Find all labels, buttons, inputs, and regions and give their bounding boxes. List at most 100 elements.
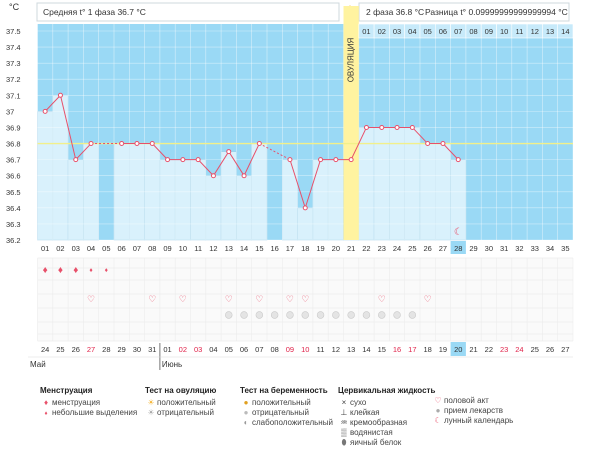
calendar-date-label: 15 — [378, 345, 386, 354]
calendar-date-label: 21 — [469, 345, 477, 354]
phase1-box — [36, 2, 340, 22]
heart-icon: ♡ — [434, 396, 442, 405]
legend-item: лунный календарь — [444, 416, 514, 425]
y-unit: °C — [9, 2, 20, 12]
y-tick-label: 37.1 — [6, 91, 21, 100]
cycle-day-label: 13 — [225, 244, 233, 253]
temperature-point — [57, 92, 63, 98]
temperature-point — [226, 149, 232, 155]
cycle-day-label: 12 — [209, 244, 217, 253]
phase2-day-label: 05 — [423, 27, 431, 36]
calendar-date-label: 06 — [240, 345, 248, 354]
temperature-point — [134, 141, 140, 147]
temperature-point — [333, 157, 339, 163]
egg-white-icon: ⬮ — [341, 438, 347, 447]
cycle-day-label: 15 — [255, 244, 263, 253]
month-label: Июнь — [162, 360, 182, 369]
legend-title: Менструация — [40, 386, 93, 395]
creamy-icon: ♒ — [340, 418, 348, 427]
cycle-day-label: 10 — [179, 244, 187, 253]
calendar-date-label: 03 — [194, 345, 202, 354]
temperature-bar — [220, 151, 237, 241]
temperature-bar — [282, 159, 298, 241]
calendar-date-label: 27 — [87, 345, 95, 354]
legend-item: прием лекарств — [444, 406, 504, 415]
temperature-point — [318, 157, 324, 163]
intercourse-heart-icon: ♡ — [87, 294, 95, 304]
phase2-day-label: 02 — [378, 27, 386, 36]
calendar-date-label: 26 — [546, 345, 554, 354]
phase2-day-label: 13 — [546, 27, 554, 36]
medication-pill-icon — [347, 311, 355, 319]
y-tick-label: 36.8 — [6, 140, 21, 149]
cycle-day-label: 24 — [393, 244, 401, 253]
medication-pill-icon — [270, 311, 279, 319]
intercourse-heart-icon: ♡ — [378, 294, 386, 304]
y-tick-label: 36.7 — [6, 156, 21, 165]
calendar-date-label: 18 — [423, 345, 431, 354]
legend-item: водянистая — [350, 428, 393, 437]
phase2-day-label: 01 — [362, 27, 370, 36]
temperature-gap-line — [259, 143, 291, 161]
y-tick-label: 36.6 — [6, 172, 21, 181]
cycle-day-label: 08 — [148, 244, 156, 253]
y-tick-label: 36.5 — [6, 188, 21, 197]
y-tick-label: 36.3 — [6, 220, 21, 229]
medication-pill-icon — [393, 311, 401, 319]
temperature-bar — [404, 127, 421, 241]
temperature-point — [42, 108, 48, 114]
cycle-day-label: 34 — [546, 244, 554, 253]
temperature-bar — [159, 159, 176, 241]
temperature-point — [241, 173, 247, 179]
y-tick-label: 37.2 — [6, 75, 21, 84]
cycle-day-label: 04 — [87, 244, 95, 253]
calendar-date-label: 02 — [179, 345, 187, 354]
calendar-date-label: 27 — [561, 345, 569, 354]
spotting-drop-icon: ♦ — [89, 267, 93, 274]
menstruation-drop-icon: ♦ — [58, 265, 63, 276]
phase2-day-label: 12 — [531, 27, 539, 36]
temperature-point — [149, 141, 155, 147]
calendar-date-label: 31 — [148, 345, 156, 354]
phase2-day-label: 03 — [393, 27, 401, 36]
y-tick-label: 36.2 — [6, 236, 21, 245]
cycle-day-label: 25 — [408, 244, 416, 253]
temperature-point — [425, 141, 431, 147]
intercourse-heart-icon: ♡ — [424, 294, 432, 304]
calendar-date-label: 29 — [117, 345, 125, 354]
phase2-day-label: 07 — [454, 27, 462, 36]
y-tick-label: 36.4 — [6, 204, 21, 213]
menstruation-drop-icon: ♦ — [73, 265, 78, 276]
phase2-day-label: 09 — [485, 27, 493, 36]
cycle-day-label: 22 — [362, 244, 370, 253]
temperature-line — [121, 143, 260, 177]
cycle-day-label: 29 — [469, 244, 477, 253]
cycle-day-label: 03 — [72, 244, 80, 253]
temperature-line — [289, 126, 459, 210]
phase1-average: Средняя t° 1 фаза 36.7 °C — [43, 7, 146, 17]
legend-pregnancy-test: Тест на беременность ● положительный ● отр… — [240, 386, 333, 428]
temperature-difference: Разница t° 0.09999999999999994 °C — [425, 7, 568, 17]
temperature-point — [165, 157, 171, 163]
cycle-day-label: 02 — [56, 244, 64, 253]
temperature-point — [409, 124, 415, 130]
legend-title: Цервикальная жидкость — [338, 386, 436, 395]
calendar-date-label: 04 — [209, 345, 217, 354]
legend-item: сухо — [350, 398, 367, 407]
y-tick-label: 37.3 — [6, 59, 21, 68]
calendar-date-label: 07 — [255, 345, 263, 354]
watery-icon: ▒ — [341, 428, 347, 437]
y-tick-label: 37 — [6, 107, 14, 116]
calendar-date-label: 20 — [454, 345, 462, 354]
negative-test-icon: ● — [243, 408, 249, 417]
legend-title: Тест на беременность — [240, 386, 328, 395]
today-date-highlight — [450, 342, 466, 356]
cycle-day-label: 20 — [332, 244, 340, 253]
drop-icon: ♦ — [43, 398, 49, 407]
temperature-point — [363, 124, 369, 130]
month-label: Май — [30, 360, 46, 369]
dry-icon: × — [341, 398, 347, 407]
temperature-point — [88, 141, 94, 147]
temperature-point — [210, 173, 216, 179]
